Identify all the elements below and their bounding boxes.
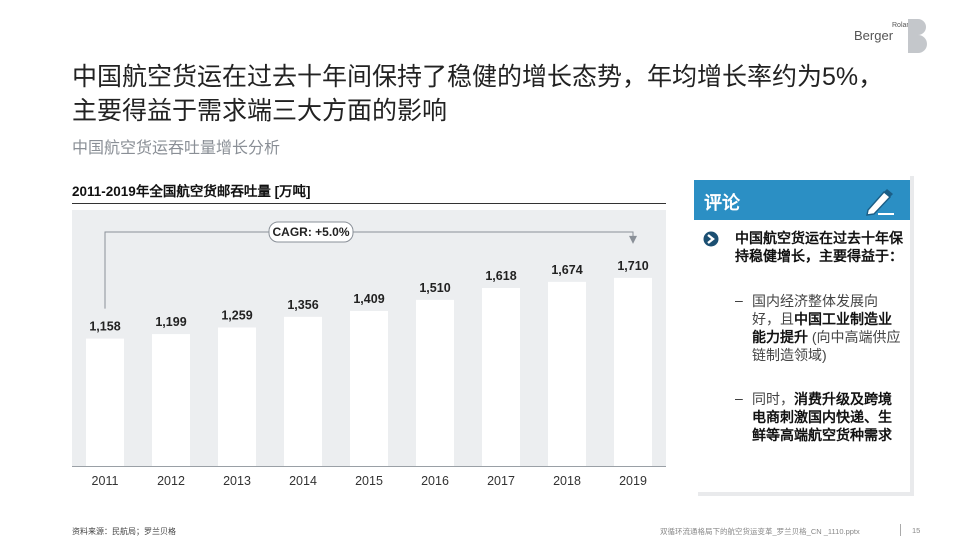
pen-icon <box>866 189 894 216</box>
value-label-2013: 1,259 <box>221 309 252 323</box>
value-label-2018: 1,674 <box>551 263 582 277</box>
logo-b-mark <box>908 19 927 53</box>
cagr-arrowhead <box>629 235 637 244</box>
footer-file-name: 双循环流通格局下的航空货运变革_罗兰贝格_CN _1110.pptx <box>660 527 860 536</box>
bar-2016 <box>416 299 454 466</box>
bar-2013 <box>218 327 256 466</box>
arrow-right-circle-icon <box>703 231 719 247</box>
comment-panel <box>694 172 910 492</box>
cagr-badge <box>268 221 354 243</box>
chart-title-rule <box>72 203 666 204</box>
logo-large-text: Berger <box>854 28 894 43</box>
footer-separator <box>900 524 901 536</box>
x-axis-line <box>72 466 666 467</box>
roland-berger-logo: Roland Berger <box>854 19 927 53</box>
comment-sub-point: 同时，消费升级及跨境电商刺激国内快递、生鲜等高端航空货种需求 <box>752 391 892 443</box>
value-label-2012: 1,199 <box>155 315 186 329</box>
logo-small-text: Roland <box>892 22 914 29</box>
chart-title: 2011-2019年全国航空货邮吞吐量 [万吨] <box>72 184 311 199</box>
value-label-2019: 1,710 <box>617 259 648 273</box>
bar-2014 <box>284 316 322 466</box>
bar-2012 <box>152 334 190 466</box>
bar-2019 <box>614 277 652 466</box>
cagr-label: CAGR: +5.0% <box>272 225 349 239</box>
source-note: 资料来源：民航局；罗兰贝格 <box>72 527 176 536</box>
x-tick-2017: 2017 <box>487 474 515 488</box>
value-label-2017: 1,618 <box>485 269 516 283</box>
x-tick-2019: 2019 <box>619 474 647 488</box>
x-tick-2011: 2011 <box>91 474 119 488</box>
comment-sub-point: 国内经济整体发展向好，且中国工业制造业能力提升 (向中高端供应链制造领域) <box>752 293 901 363</box>
comment-panel-title: 评论 <box>704 193 740 213</box>
page-subtitle: 中国航空货运吞吐量增长分析 <box>72 140 281 157</box>
value-label-2015: 1,409 <box>353 292 384 306</box>
bar-chart: 1,158 1,199 1,259 1,356 1,409 1,510 1,618 1,674… <box>86 221 652 466</box>
value-label-2011: 1,158 <box>89 320 120 334</box>
x-tick-2012: 2012 <box>157 474 185 488</box>
comment-main-point: 中国航空货运在过去十年保持稳健增长，主要得益于： <box>735 230 903 264</box>
x-tick-2014: 2014 <box>289 474 317 488</box>
x-tick-2015: 2015 <box>355 474 383 488</box>
bar-2015 <box>350 311 388 466</box>
bar-2017 <box>482 288 520 466</box>
value-label-2014: 1,356 <box>287 298 318 312</box>
dash-marker: – <box>735 292 743 308</box>
x-tick-2013: 2013 <box>223 474 251 488</box>
value-label-2016: 1,510 <box>419 281 450 295</box>
x-tick-2018: 2018 <box>553 474 581 488</box>
page-title: 中国航空货运在过去十年间保持了稳健的增长态势，年均增长率约为5%，主要得益于需求… <box>72 63 884 125</box>
x-tick-2016: 2016 <box>421 474 449 488</box>
page-number: 15 <box>912 526 921 535</box>
dash-marker: – <box>735 390 743 406</box>
bar-2011 <box>86 338 124 466</box>
bar-2018 <box>548 281 586 466</box>
